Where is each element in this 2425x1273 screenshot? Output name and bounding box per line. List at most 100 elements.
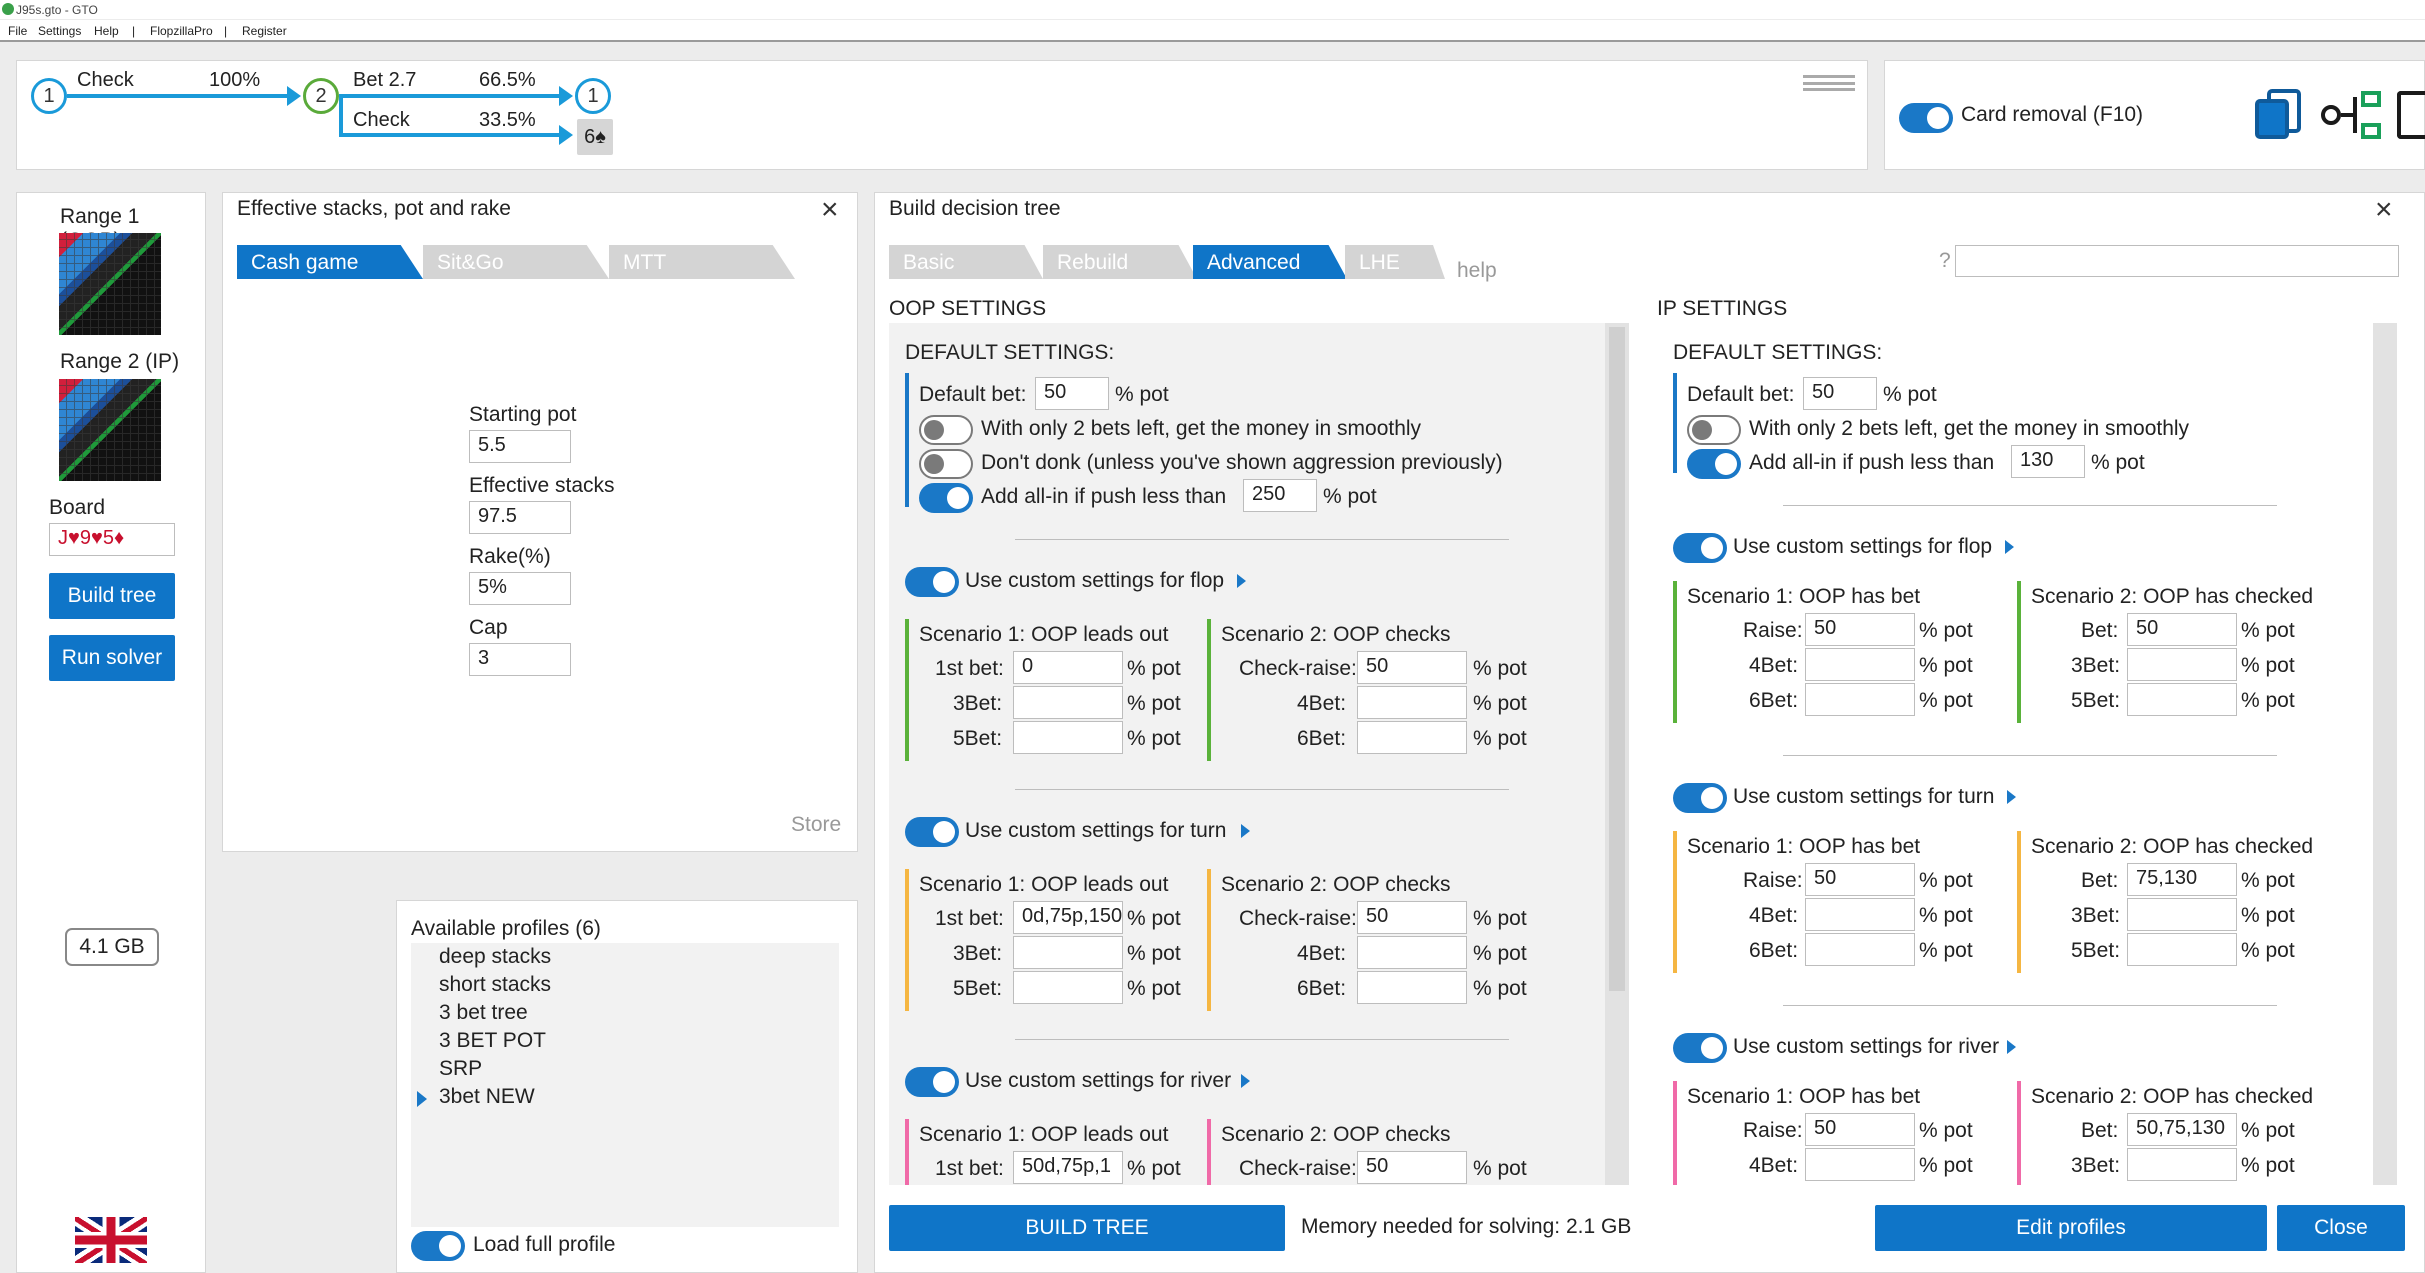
play-icon[interactable] — [2007, 1040, 2016, 1054]
tree-structure-icon[interactable] — [2321, 91, 2387, 141]
ip-flop-6bet-input[interactable] — [1805, 683, 1915, 716]
turn-card[interactable]: 6♠ — [577, 119, 613, 155]
oop-default-bet-input[interactable]: 50 — [1035, 377, 1109, 410]
ip-turn-toggle[interactable] — [1673, 783, 1727, 813]
turn-first-bet-input[interactable]: 0d,75p,150 — [1013, 901, 1123, 934]
play-icon[interactable] — [1241, 824, 1250, 838]
close-button[interactable]: Close — [2277, 1205, 2405, 1251]
ip-flop-3bet-input[interactable] — [2127, 648, 2237, 681]
ip-allin-toggle[interactable] — [1687, 449, 1741, 479]
tab-lhe[interactable]: LHE — [1345, 245, 1445, 279]
flop-4bet-input[interactable] — [1357, 686, 1467, 719]
range1-grid[interactable] — [59, 233, 161, 335]
river-first-bet-input[interactable]: 50d,75p,1 — [1013, 1151, 1123, 1184]
flop-check-raise-input[interactable]: 50 — [1357, 651, 1467, 684]
oop-allin-input[interactable]: 250 — [1243, 479, 1317, 512]
play-icon[interactable] — [1241, 1074, 1250, 1088]
uk-flag-icon[interactable] — [75, 1217, 147, 1263]
ip-allin-input[interactable]: 130 — [2011, 445, 2085, 478]
ip-smooth-toggle[interactable] — [1687, 415, 1741, 445]
ip-turn-3bet-input[interactable] — [2127, 898, 2237, 931]
ip-flop-raise-input[interactable]: 50 — [1805, 613, 1915, 646]
turn-5bet-input[interactable] — [1013, 971, 1123, 1004]
oop-donk-toggle[interactable] — [919, 449, 973, 479]
tab-advanced[interactable]: Advanced — [1193, 245, 1347, 279]
close-icon[interactable]: × — [821, 193, 839, 226]
ip-turn-bet-input[interactable]: 75,130 — [2127, 863, 2237, 896]
oop-allin-toggle[interactable] — [919, 483, 973, 513]
run-solver-button[interactable]: Run solver — [49, 635, 175, 681]
flop-5bet-input[interactable] — [1013, 721, 1123, 754]
range2-grid[interactable] — [59, 379, 161, 481]
ip-turn-5bet-input[interactable] — [2127, 933, 2237, 966]
effective-stacks-input[interactable]: 97.5 — [469, 501, 571, 534]
tab-sit-go[interactable]: Sit&Go — [423, 245, 609, 279]
tab-basic[interactable]: Basic — [889, 245, 1043, 279]
ip-flop-toggle[interactable] — [1673, 533, 1727, 563]
ip-default-bet-input[interactable]: 50 — [1803, 377, 1877, 410]
play-icon[interactable] — [2005, 540, 2014, 554]
path-action-check[interactable]: Check — [77, 69, 134, 91]
oop-smooth-toggle[interactable] — [919, 415, 973, 445]
starting-pot-input[interactable]: 5.5 — [469, 430, 571, 463]
tab-rebuild[interactable]: Rebuild — [1043, 245, 1197, 279]
path-action-check[interactable]: Check — [353, 109, 410, 131]
edit-icon[interactable] — [2397, 91, 2425, 139]
ip-flop-5bet-input[interactable] — [2127, 683, 2237, 716]
menu-help[interactable]: Help — [94, 24, 119, 38]
menu-settings[interactable]: Settings — [38, 24, 82, 38]
oop-flop-toggle[interactable] — [905, 567, 959, 597]
copy-icon[interactable] — [2255, 89, 2301, 139]
oop-turn-toggle[interactable] — [905, 817, 959, 847]
tab-mtt[interactable]: MTT — [609, 245, 795, 279]
menu-lines-icon[interactable] — [1803, 75, 1855, 91]
rake-input[interactable]: 5% — [469, 572, 571, 605]
load-full-profile-toggle[interactable] — [411, 1231, 465, 1261]
ip-river-toggle[interactable] — [1673, 1033, 1727, 1063]
ip-river-bet-input[interactable]: 50,75,130 — [2127, 1113, 2237, 1146]
path-action-bet[interactable]: Bet 2.7 — [353, 69, 417, 91]
ip-turn-4bet-input[interactable] — [1805, 898, 1915, 931]
menu-file[interactable]: File — [8, 24, 28, 38]
ip-turn-6bet-input[interactable] — [1805, 933, 1915, 966]
profile-item[interactable]: SRP — [439, 1057, 483, 1080]
menu-register[interactable]: Register — [242, 24, 287, 38]
profile-item[interactable]: short stacks — [439, 973, 552, 996]
turn-6bet-input[interactable] — [1357, 971, 1467, 1004]
scrollbar-thumb[interactable] — [1609, 327, 1625, 991]
profile-item[interactable]: 3 BET POT — [439, 1029, 546, 1052]
flop-first-bet-input[interactable]: 0 — [1013, 651, 1123, 684]
scrollbar[interactable] — [1605, 323, 1629, 1185]
ip-river-4bet-input[interactable] — [1805, 1148, 1915, 1181]
build-tree-big-button[interactable]: BUILD TREE — [889, 1205, 1285, 1251]
profile-item[interactable]: 3 bet tree — [439, 1001, 528, 1024]
cap-input[interactable]: 3 — [469, 643, 571, 676]
flop-6bet-input[interactable] — [1357, 721, 1467, 754]
ip-river-raise-input[interactable]: 50 — [1805, 1113, 1915, 1146]
tab-cash-game[interactable]: Cash game — [237, 245, 423, 279]
scrollbar[interactable] — [2373, 323, 2397, 1185]
ip-flop-bet-input[interactable]: 50 — [2127, 613, 2237, 646]
menu-flopzillapro[interactable]: FlopzillaPro — [150, 24, 213, 38]
oop-river-toggle[interactable] — [905, 1067, 959, 1097]
ip-flop-4bet-input[interactable] — [1805, 648, 1915, 681]
card-removal-toggle[interactable] — [1899, 103, 1953, 133]
ip-river-3bet-input[interactable] — [2127, 1148, 2237, 1181]
profile-item-selected[interactable]: 3bet NEW — [439, 1085, 535, 1108]
tree-node-oop[interactable]: 1 — [31, 78, 67, 114]
turn-4bet-input[interactable] — [1357, 936, 1467, 969]
build-tree-button[interactable]: Build tree — [49, 573, 175, 619]
play-icon[interactable] — [2007, 790, 2016, 804]
tree-node-ip[interactable]: 2 — [303, 78, 339, 114]
search-input[interactable] — [1955, 245, 2399, 277]
help-link[interactable]: help — [1457, 259, 1497, 282]
ip-turn-raise-input[interactable]: 50 — [1805, 863, 1915, 896]
flop-3bet-input[interactable] — [1013, 686, 1123, 719]
close-icon[interactable]: × — [2375, 193, 2393, 226]
river-check-raise-input[interactable]: 50 — [1357, 1151, 1467, 1184]
store-button[interactable]: Store — [791, 813, 842, 836]
board-field[interactable]: J♥9♥5♦ — [49, 523, 175, 556]
edit-profiles-button[interactable]: Edit profiles — [1875, 1205, 2267, 1251]
profile-item[interactable]: deep stacks — [439, 945, 552, 968]
turn-check-raise-input[interactable]: 50 — [1357, 901, 1467, 934]
